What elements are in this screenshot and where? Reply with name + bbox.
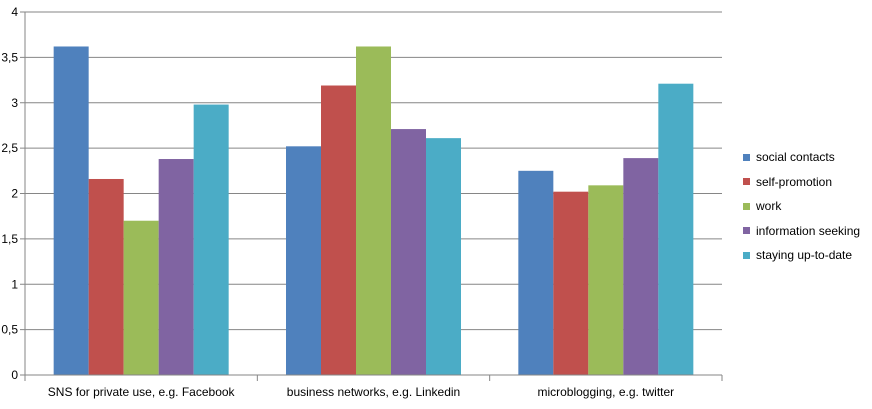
x-tick-label: microblogging, e.g. twitter (537, 385, 674, 399)
legend-item: social contacts (743, 145, 868, 170)
legend-label: self-promotion (756, 174, 833, 189)
legend-item: self-promotion (743, 170, 868, 195)
y-tick-label: 2 (11, 187, 18, 201)
bar (356, 46, 391, 376)
legend-label: social contacts (756, 150, 835, 165)
legend-item: staying up-to-date (743, 243, 868, 268)
bar (391, 129, 426, 375)
y-tick-label: 2,5 (1, 141, 18, 155)
legend-swatch (743, 178, 750, 186)
y-tick-label: 0,5 (1, 323, 18, 337)
legend-label: staying up-to-date (756, 248, 853, 263)
y-tick-label: 1,5 (1, 232, 18, 246)
legend-swatch (743, 227, 750, 235)
bar (158, 159, 194, 375)
legend-swatch (743, 153, 750, 161)
y-tick-label: 4 (11, 5, 18, 19)
y-tick-label: 1 (11, 277, 18, 291)
y-tick-label: 3,5 (1, 50, 18, 64)
legend-item: work (743, 194, 868, 219)
bar (53, 46, 89, 376)
bar (553, 191, 589, 375)
legend-swatch (743, 202, 750, 210)
bar (518, 170, 554, 375)
legend-item: information seeking (743, 219, 868, 244)
y-tick-label: 3 (11, 96, 18, 110)
x-tick-label: business networks, e.g. Linkedin (287, 385, 460, 399)
bar (88, 178, 124, 375)
legend: social contacts self-promotion work informa… (743, 145, 868, 268)
bar (123, 220, 159, 375)
legend-label: work (756, 199, 782, 214)
bar (426, 138, 461, 375)
bar (286, 146, 321, 375)
bar (658, 83, 694, 375)
bar (321, 85, 356, 375)
legend-label: information seeking (756, 223, 861, 238)
bar (588, 185, 624, 375)
bar (193, 104, 229, 375)
x-tick-label: SNS for private use, e.g. Facebook (48, 385, 236, 399)
bar (623, 158, 659, 375)
y-tick-label: 0 (11, 368, 18, 382)
legend-swatch (743, 251, 750, 259)
